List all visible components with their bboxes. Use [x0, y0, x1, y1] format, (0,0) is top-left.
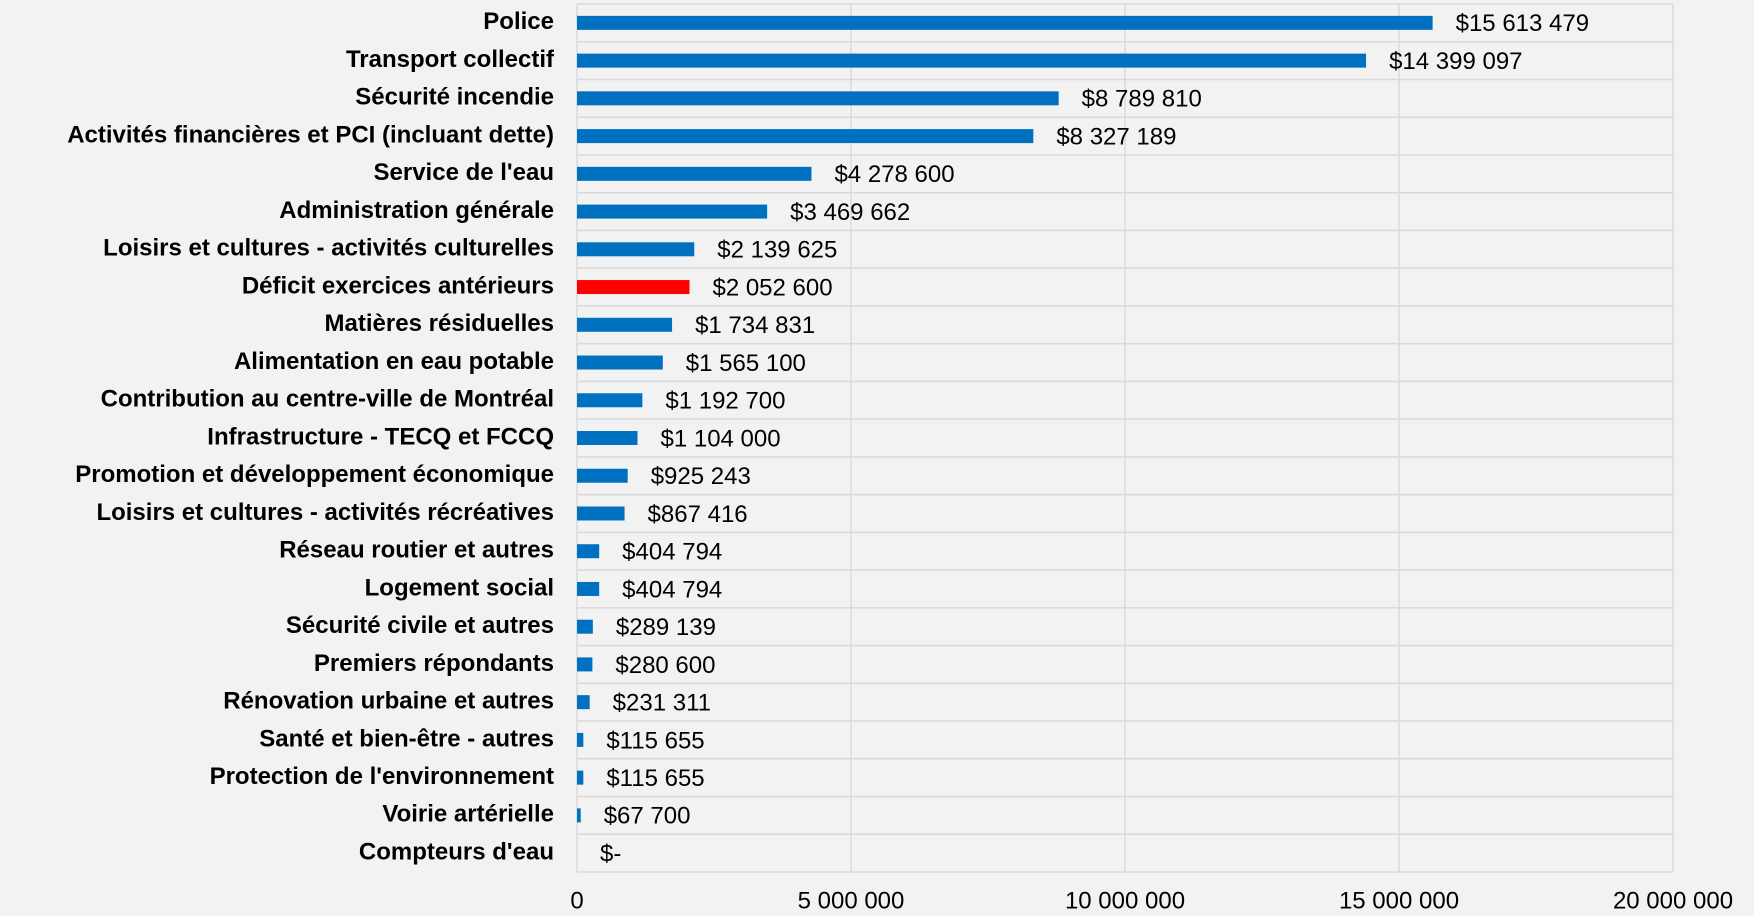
category-label: Loisirs et cultures - activités récréati…: [96, 499, 554, 526]
category-label: Sécurité incendie: [355, 84, 554, 111]
x-tick-label: 0: [570, 887, 583, 914]
category-label: Administration générale: [279, 197, 554, 224]
bar: [577, 280, 690, 295]
category-label: Compteurs d'eau: [359, 838, 554, 865]
category-label: Logement social: [365, 574, 554, 601]
value-label: $1 192 700: [665, 388, 785, 415]
category-label: Réseau routier et autres: [279, 537, 554, 564]
category-label: Matières résiduelles: [325, 310, 554, 337]
bar: [577, 129, 1034, 144]
category-label: Loisirs et cultures - activités culturel…: [103, 235, 554, 262]
category-label: Infrastructure - TECQ et FCCQ: [207, 423, 554, 450]
bar: [577, 204, 768, 219]
value-label: $404 794: [622, 576, 722, 603]
value-label: $404 794: [622, 539, 722, 566]
value-label: $8 327 189: [1056, 123, 1176, 150]
value-label: $867 416: [648, 501, 748, 528]
category-label: Rénovation urbaine et autres: [223, 688, 554, 715]
value-label: $3 469 662: [790, 199, 910, 226]
value-label: $4 278 600: [834, 161, 954, 188]
category-label: Promotion et développement économique: [75, 461, 554, 488]
x-tick-label: 15 000 000: [1339, 887, 1459, 914]
bar: [577, 732, 584, 747]
bar: [577, 166, 812, 181]
category-label: Sécurité civile et autres: [286, 612, 554, 639]
category-label: Alimentation en eau potable: [234, 348, 554, 375]
bar: [577, 393, 643, 408]
value-label: $289 139: [616, 614, 716, 641]
bar: [577, 506, 625, 521]
bar: [577, 431, 638, 445]
bar: [577, 53, 1367, 68]
bar: [577, 657, 593, 672]
value-label: $280 600: [615, 652, 715, 679]
value-label: $1 734 831: [695, 312, 815, 339]
x-tick-label: 5 000 000: [798, 887, 905, 914]
bar: [577, 355, 663, 370]
category-label: Contribution au centre-ville de Montréal: [101, 386, 554, 413]
value-label: $115 655: [606, 727, 704, 754]
x-tick-label: 20 000 000: [1613, 887, 1733, 914]
bar: [577, 91, 1059, 106]
category-label: Activités financières et PCI (incluant d…: [67, 121, 554, 148]
category-label: Premiers répondants: [314, 650, 554, 677]
category-label: Transport collectif: [346, 46, 555, 73]
value-label: $67 700: [604, 803, 691, 830]
value-label: $-: [600, 840, 621, 867]
bar: [577, 468, 628, 483]
value-label: $2 139 625: [717, 237, 837, 264]
value-label: $2 052 600: [712, 274, 832, 301]
category-label: Protection de l'environnement: [210, 763, 554, 790]
value-label: $925 243: [651, 463, 751, 490]
category-label: Service de l'eau: [374, 159, 554, 186]
bar: [577, 581, 600, 596]
category-label: Police: [483, 8, 554, 35]
bar: [577, 242, 695, 257]
value-label: $1 104 000: [660, 425, 780, 452]
bar: [577, 544, 600, 559]
bar: [577, 317, 673, 332]
value-label: $1 565 100: [686, 350, 806, 377]
bar: [577, 808, 581, 823]
value-label: $115 655: [606, 765, 704, 792]
category-label: Santé et bien-être - autres: [259, 725, 554, 752]
bar: [577, 15, 1433, 30]
bar: [577, 770, 584, 785]
x-tick-label: 10 000 000: [1065, 887, 1185, 914]
category-label: Voirie artérielle: [382, 801, 554, 828]
bar: [577, 619, 593, 634]
category-label: Déficit exercices antérieurs: [242, 272, 554, 299]
bar: [577, 695, 590, 710]
value-label: $8 789 810: [1082, 86, 1202, 113]
value-label: $14 399 097: [1389, 48, 1522, 75]
value-label: $15 613 479: [1456, 10, 1589, 37]
value-label: $231 311: [613, 690, 711, 717]
